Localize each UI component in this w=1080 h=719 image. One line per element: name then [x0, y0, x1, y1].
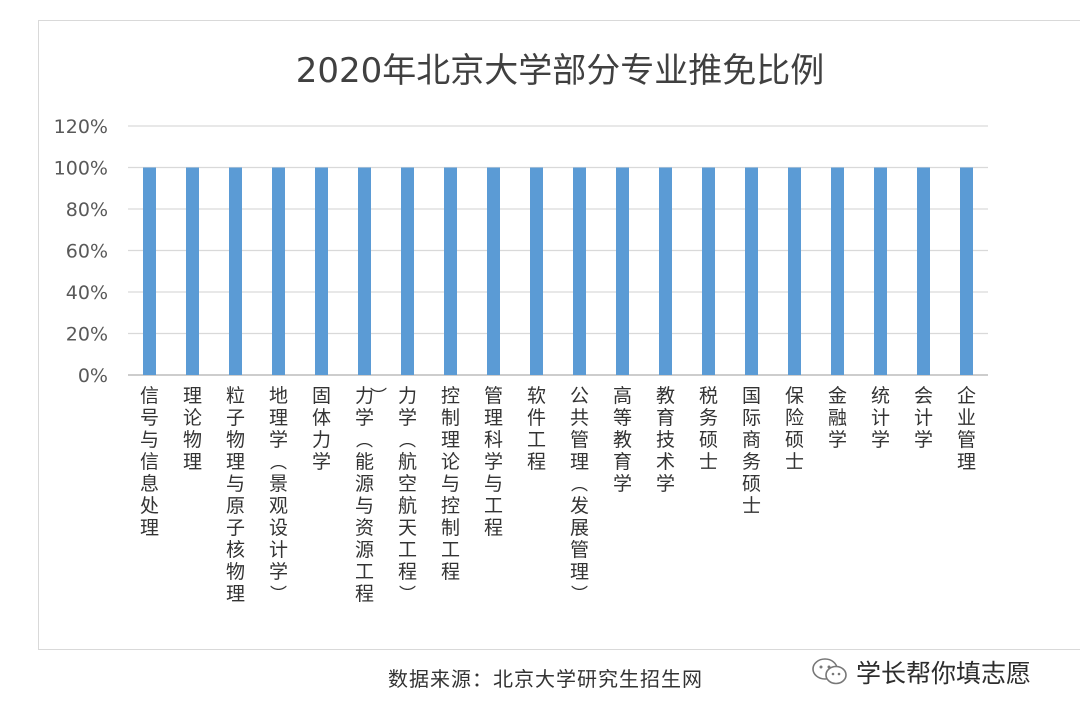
bar: [229, 167, 242, 375]
bar: [401, 167, 414, 375]
bar: [874, 167, 887, 375]
x-tick-label: 公共管理︵发展管理︶: [570, 385, 589, 605]
bar: [358, 167, 371, 375]
bar: [702, 167, 715, 375]
x-tick-label: 国际商务硕士: [742, 385, 761, 517]
bar: [745, 167, 758, 375]
chart-frame: [38, 20, 1080, 650]
bar: [917, 167, 930, 375]
bar: [831, 167, 844, 375]
x-tick-label: 信号与信息处理: [140, 385, 159, 539]
data-source-note: 数据来源：北京大学研究生招生网: [388, 667, 703, 691]
y-tick-label: 20%: [66, 324, 108, 346]
y-tick-label: 0%: [78, 365, 108, 387]
bar: [960, 167, 973, 375]
y-tick-label: 40%: [66, 282, 108, 304]
bar: [444, 167, 457, 375]
bar: [487, 167, 500, 375]
x-tick-label: 粒子物理与原子核物理: [226, 385, 245, 605]
bar: [573, 167, 586, 375]
y-tick-label: 80%: [66, 199, 108, 221]
x-tick-label: 管理科学与工程: [484, 385, 503, 539]
watermark-text: 学长帮你填志愿: [856, 659, 1032, 688]
x-tick-label: 理论物理: [183, 385, 202, 473]
x-tick-label: 地理学︵景观设计学︶: [269, 385, 288, 605]
x-tick-label: 保险硕士: [785, 385, 804, 473]
x-tick-label: 金融学: [828, 385, 847, 451]
bar: [616, 167, 629, 375]
bar: [186, 167, 199, 375]
wechat-watermark: 学长帮你填志愿: [810, 654, 1031, 690]
y-tick-label: 60%: [66, 241, 108, 263]
chart-title: 2020年北京大学部分专业推免比例: [296, 51, 825, 91]
bar: [272, 167, 285, 375]
x-tick-label: 固体力学: [312, 385, 331, 473]
bar: [315, 167, 328, 375]
bar: [659, 167, 672, 375]
bar: [788, 167, 801, 375]
x-tick-label: 软件工程: [527, 385, 546, 473]
x-tick-label: 高等教育学: [613, 385, 632, 495]
x-tick-label: 力学︵航空航天工程︶: [398, 385, 417, 605]
x-tick-label: 企业管理: [957, 385, 976, 473]
x-tick-label: 教育技术学: [656, 385, 675, 495]
x-tick-label: 税务硕士: [699, 385, 718, 473]
x-tick-label: 会计学: [914, 385, 933, 451]
wechat-icon: [812, 658, 847, 685]
x-tick-label: 控制理论与控制工程: [441, 385, 460, 583]
bar: [530, 167, 543, 375]
y-tick-label: 120%: [54, 116, 108, 138]
bar-chart: 2020年北京大学部分专业推免比例 0% 20% 40% 60% 80% 100% 120%…: [54, 51, 988, 605]
x-tick-label: 力学︵能源与资源工程︶: [355, 385, 387, 605]
bar: [143, 167, 156, 375]
y-tick-label: 100%: [54, 158, 108, 180]
x-tick-label: 统计学: [871, 385, 890, 451]
